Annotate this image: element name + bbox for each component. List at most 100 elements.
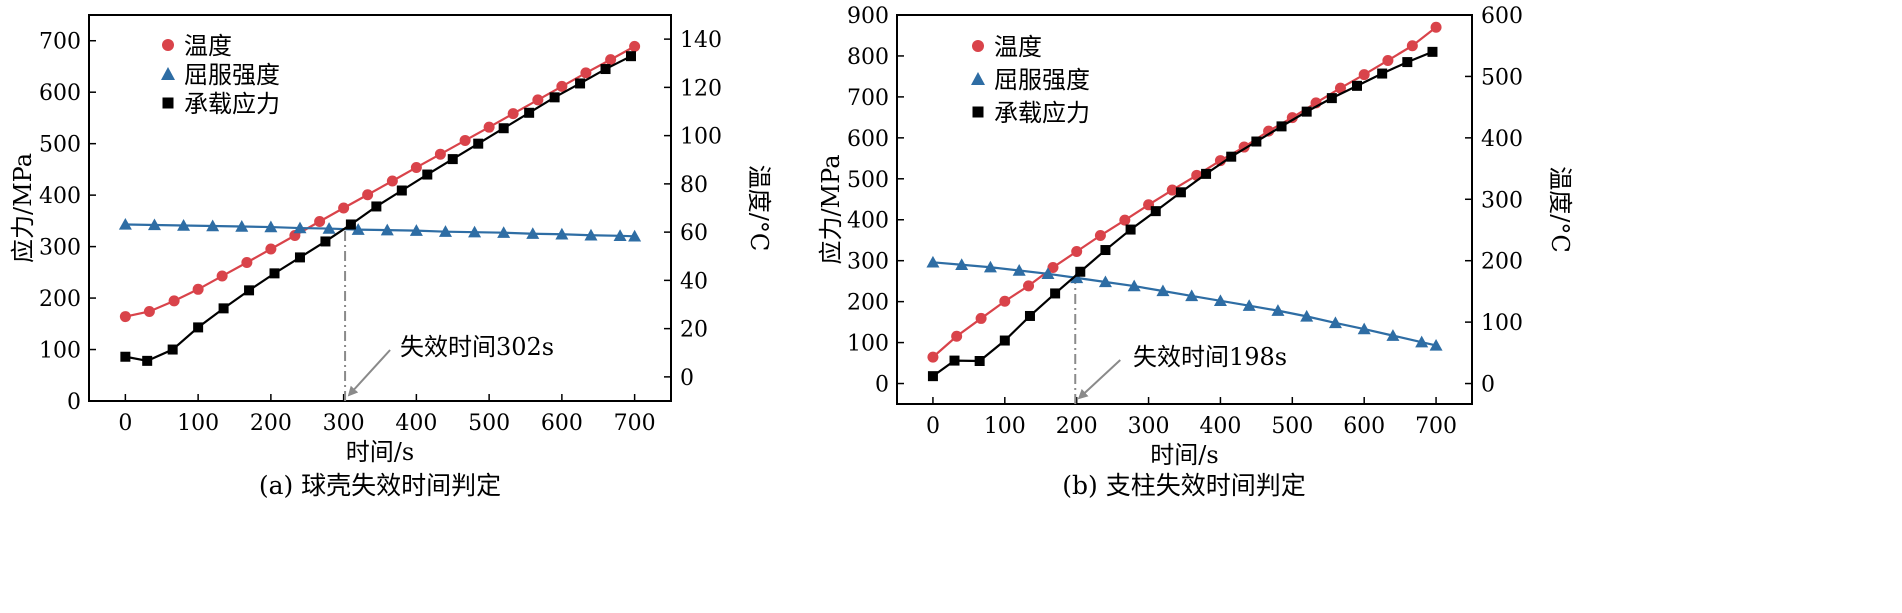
temperature-point <box>580 67 592 79</box>
yield-strength-point <box>926 255 940 268</box>
temperature-point <box>241 257 253 269</box>
yield-strength-point <box>584 228 598 241</box>
x-tick-label: 400 <box>395 411 437 436</box>
x-tick-label: 100 <box>177 411 219 436</box>
y-right-tick-label: 600 <box>1481 4 1523 29</box>
yield-strength-point <box>1357 322 1371 335</box>
x-axis-label: 时间/s <box>1150 441 1218 469</box>
y-right-tick-label: 20 <box>680 318 708 343</box>
y-right-tick-label: 300 <box>1481 188 1523 213</box>
temperature-point <box>168 295 180 307</box>
temperature-point <box>951 330 963 342</box>
temperature-point <box>1406 40 1418 52</box>
bearing-stress-point <box>142 355 153 366</box>
temperature-point <box>1358 69 1370 81</box>
temperature-point <box>1430 21 1442 33</box>
x-tick-label: 600 <box>1343 414 1385 439</box>
yield-strength-point <box>1328 316 1342 329</box>
bearing-stress-point <box>1226 151 1237 162</box>
temperature-point <box>119 311 131 323</box>
y-left-tick-label: 400 <box>39 184 81 209</box>
bearing-stress-point <box>999 335 1010 346</box>
bearing-stress-point <box>1326 93 1337 104</box>
temperature-point <box>1263 125 1275 137</box>
bearing-stress-point <box>447 154 458 165</box>
temperature-point <box>1047 261 1059 273</box>
temperature-point <box>532 94 544 106</box>
temperature-point <box>1071 245 1083 257</box>
y-left-tick-label: 100 <box>847 332 889 357</box>
panel-a: 0 100 200 300 400 500 600 700010020030040050060… <box>9 14 773 500</box>
yield-strength-point <box>613 229 627 241</box>
y-left-tick-label: 400 <box>847 209 889 234</box>
figure-caption: (b) 支柱失效时间判定 <box>1062 471 1305 500</box>
temperature-point <box>1382 54 1394 66</box>
temperature-point <box>386 175 398 187</box>
failure-time-arrow <box>1077 359 1121 400</box>
x-tick-label: 200 <box>250 411 292 436</box>
bearing-stress-point <box>371 201 382 212</box>
y-right-tick-label: 140 <box>680 28 722 53</box>
y-left-tick-label: 600 <box>39 81 81 106</box>
bearing-stress-point <box>218 303 229 314</box>
bearing-stress-point <box>1352 80 1362 91</box>
yield-strength-point <box>322 222 336 234</box>
legend-temperature-label: 温度 <box>994 33 1042 61</box>
y-left-tick-label: 0 <box>67 390 81 415</box>
bearing-stress-point <box>1301 106 1312 117</box>
y-left-tick-label: 800 <box>847 45 889 70</box>
y-right-tick-label: 120 <box>680 76 722 101</box>
x-tick-label: 700 <box>1415 414 1457 439</box>
legend-yield-strength-marker <box>161 67 175 80</box>
bearing-stress-point <box>549 92 560 103</box>
bearing-stress-point <box>193 322 204 333</box>
x-tick-label: 400 <box>1199 414 1241 439</box>
temperature-point <box>1286 112 1298 124</box>
bearing-stress-point <box>927 371 938 382</box>
temperature-point <box>314 216 326 228</box>
temperature-point <box>927 351 939 363</box>
temperature-point <box>999 295 1011 307</box>
y-left-axis-label: 应力/MPa <box>817 154 845 264</box>
temperature-point <box>1094 230 1106 242</box>
yield-strength-point <box>147 218 161 231</box>
bearing-stress-point <box>345 219 356 230</box>
yield-strength-point <box>1070 271 1084 284</box>
temperature-point <box>1119 214 1131 226</box>
failure-time-arrow <box>347 349 391 397</box>
legend-temperature-marker <box>162 39 174 51</box>
yield-strength-point <box>1429 338 1443 351</box>
y-right-axis-label: 温度/°C <box>745 165 773 251</box>
bearing-stress-point <box>167 344 178 355</box>
x-tick-label: 300 <box>1128 414 1170 439</box>
bearing-stress-point <box>320 236 331 247</box>
yield-strength-point <box>1185 289 1199 302</box>
y-left-tick-label: 500 <box>39 133 81 158</box>
yield-strength-point <box>206 219 220 232</box>
legend-bearing-stress-label: 承载应力 <box>994 99 1090 127</box>
x-tick-label: 500 <box>468 411 510 436</box>
y-left-tick-label: 700 <box>847 86 889 111</box>
temperature-point <box>975 312 987 324</box>
yield-strength-point <box>235 220 249 232</box>
temperature-point <box>1166 184 1178 196</box>
y-right-tick-label: 0 <box>1481 373 1495 398</box>
bearing-stress-point <box>1075 266 1086 277</box>
bearing-stress-point <box>949 355 960 366</box>
temperature-point <box>556 80 568 92</box>
yield-strength-point <box>438 225 452 237</box>
legend-bearing-stress-marker <box>972 106 984 118</box>
bearing-stress-point <box>1175 187 1186 198</box>
bearing-stress-point <box>1427 46 1438 57</box>
bearing-stress-point <box>294 252 305 263</box>
x-tick-label: 0 <box>926 414 940 439</box>
yield-strength-point <box>1271 304 1285 316</box>
x-tick-label: 600 <box>541 411 583 436</box>
temperature-point <box>1334 82 1346 94</box>
legend-yield-strength-label: 屈服强度 <box>184 61 280 89</box>
yield-strength-point <box>1415 335 1429 348</box>
bearing-stress-point <box>524 107 535 118</box>
x-axis-label: 时间/s <box>346 438 414 466</box>
temperature-point <box>507 108 519 120</box>
